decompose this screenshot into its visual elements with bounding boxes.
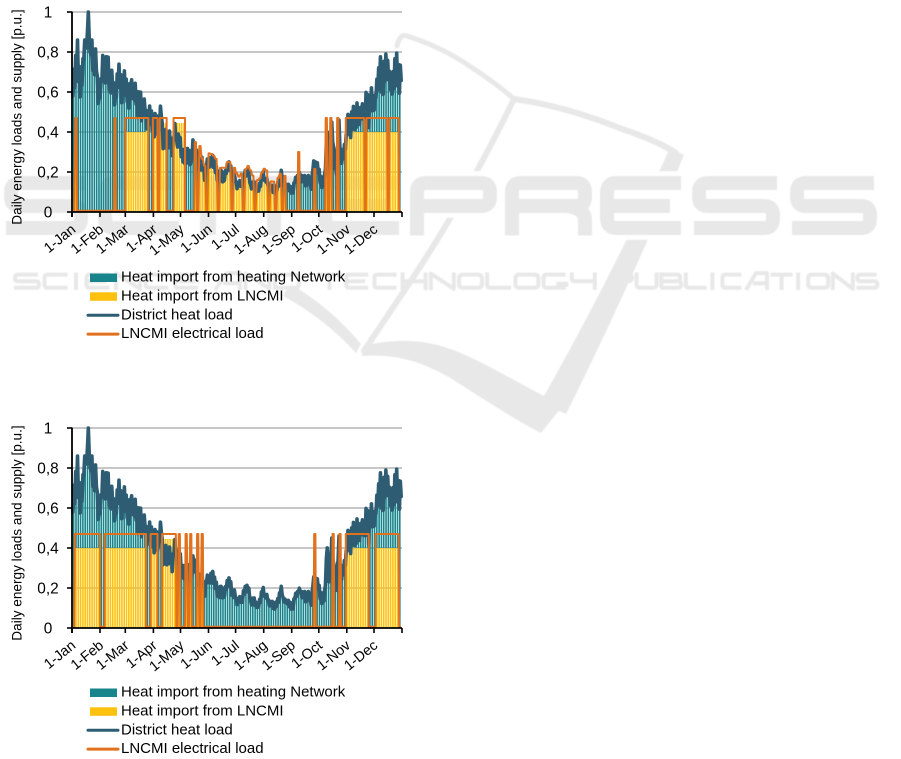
svg-text:LNCMI electrical load: LNCMI electrical load [121,325,264,342]
svg-text:Heat import from heating Netwo: Heat import from heating Network [121,684,346,701]
svg-text:0,6: 0,6 [37,501,58,518]
svg-text:LNCMI electrical load: LNCMI electrical load [121,740,264,757]
svg-text:0,6: 0,6 [37,85,58,102]
svg-text:0,8: 0,8 [37,45,58,62]
svg-text:0: 0 [44,621,53,638]
svg-text:0,8: 0,8 [37,461,58,478]
svg-text:0,2: 0,2 [37,581,58,598]
svg-text:Daily energy loads and supply: Daily energy loads and supply [p.u.] [10,9,25,224]
svg-text:District heat load: District heat load [121,721,233,738]
svg-text:1: 1 [44,421,53,438]
svg-text:Daily energy loads and supply: Daily energy loads and supply [p.u.] [10,425,25,640]
svg-text:0: 0 [44,205,53,222]
svg-text:0,4: 0,4 [37,541,59,558]
svg-text:1: 1 [44,5,53,22]
svg-text:District heat load: District heat load [121,306,233,323]
svg-text:Heat import from LNCMI: Heat import from LNCMI [121,703,284,720]
svg-text:Heat import from LNCMI: Heat import from LNCMI [121,288,284,305]
svg-text:0,4: 0,4 [37,125,59,142]
svg-text:0,2: 0,2 [37,165,58,182]
svg-text:Heat import from heating Netwo: Heat import from heating Network [121,269,346,286]
